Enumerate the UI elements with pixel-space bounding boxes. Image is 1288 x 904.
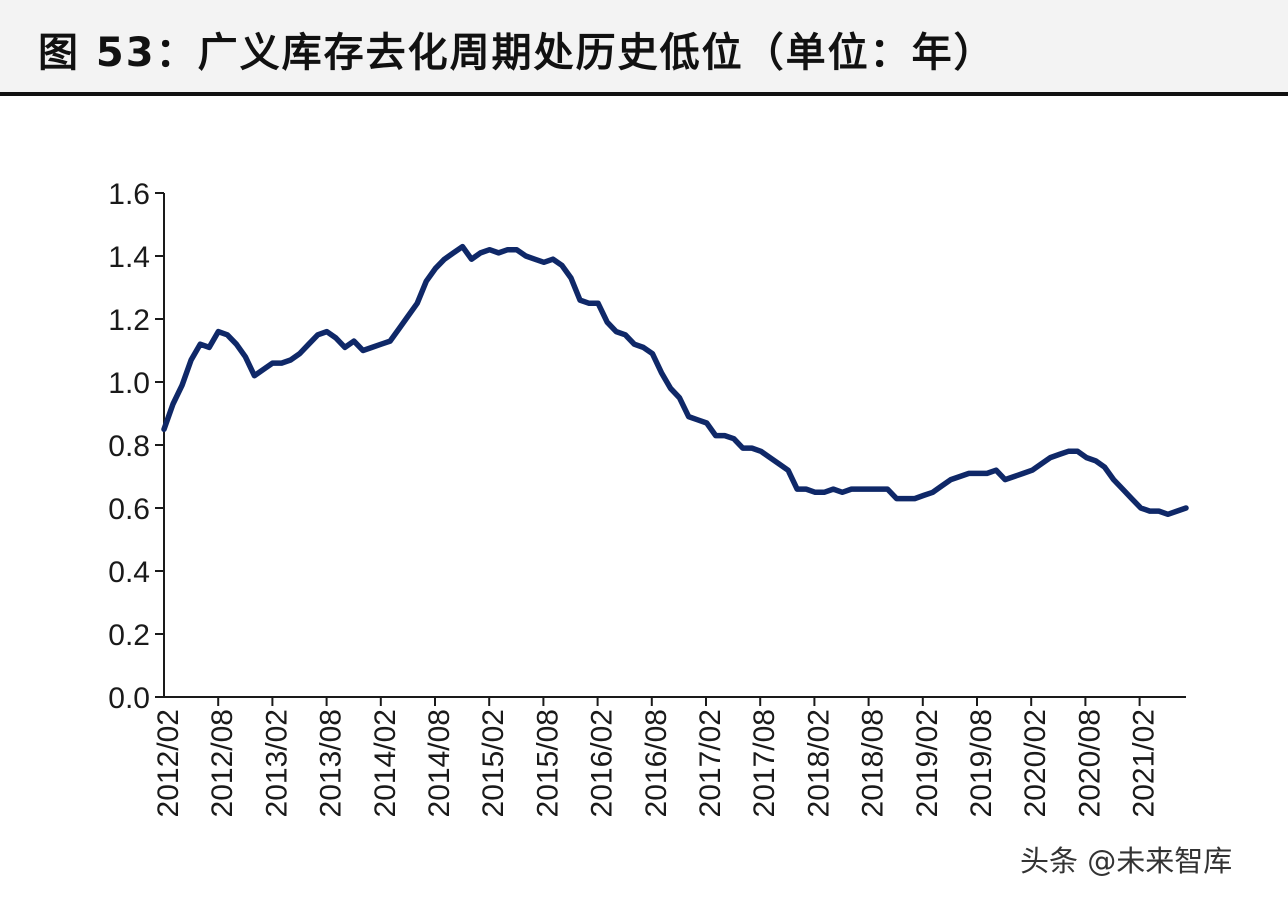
x-tick-label: 2013/08 <box>315 709 348 817</box>
chart-title: 图 53：广义库存去化周期处历史低位（单位：年） <box>38 30 996 76</box>
y-tick-label: 0.2 <box>108 619 150 652</box>
x-tick-label: 2021/02 <box>1128 709 1161 817</box>
x-tick-label: 2018/02 <box>802 709 835 817</box>
x-tick-label: 2015/02 <box>477 709 510 817</box>
title-bar: 图 53：广义库存去化周期处历史低位（单位：年） <box>0 0 1288 96</box>
x-tick-label: 2018/08 <box>857 709 890 817</box>
x-tick-label: 2014/02 <box>369 709 402 817</box>
y-axis: 0.0 0.2 0.4 0.6 0.8 1.0 1.2 1.4 1.6 <box>108 178 165 715</box>
y-tick-label: 0.8 <box>108 430 150 463</box>
x-axis: 2012/02 2012/08 2013/02 2013/08 2014/02 2014/… <box>152 696 1186 817</box>
x-tick-label: 2020/08 <box>1073 709 1106 817</box>
x-tick-label: 2016/02 <box>586 709 619 817</box>
y-tick-label: 0.6 <box>108 493 150 526</box>
series-group <box>161 243 1189 518</box>
x-tick-label: 2019/02 <box>911 709 944 817</box>
y-tick-label: 1.0 <box>108 367 150 400</box>
x-tick-label: 2012/08 <box>206 709 239 817</box>
x-tick-label: 2012/02 <box>152 709 185 817</box>
x-tick-label: 2017/02 <box>694 709 727 817</box>
watermark: 头条 @未来智库 <box>1020 844 1233 878</box>
y-tick-label: 1.6 <box>108 178 150 211</box>
x-tick-label: 2013/02 <box>260 709 293 817</box>
series-line <box>161 243 1189 518</box>
x-tick-label: 2017/08 <box>748 709 781 817</box>
y-tick-label: 0.4 <box>108 556 150 589</box>
x-tick-label: 2015/08 <box>531 709 564 817</box>
x-tick-label: 2019/08 <box>965 709 998 817</box>
x-tick-label: 2020/02 <box>1019 709 1052 817</box>
y-tick-label: 0.0 <box>108 682 150 715</box>
x-tick-label: 2016/08 <box>640 709 673 817</box>
y-tick-label: 1.2 <box>108 304 150 337</box>
y-tick-label: 1.4 <box>108 241 150 274</box>
x-tick-label: 2014/08 <box>423 709 456 817</box>
